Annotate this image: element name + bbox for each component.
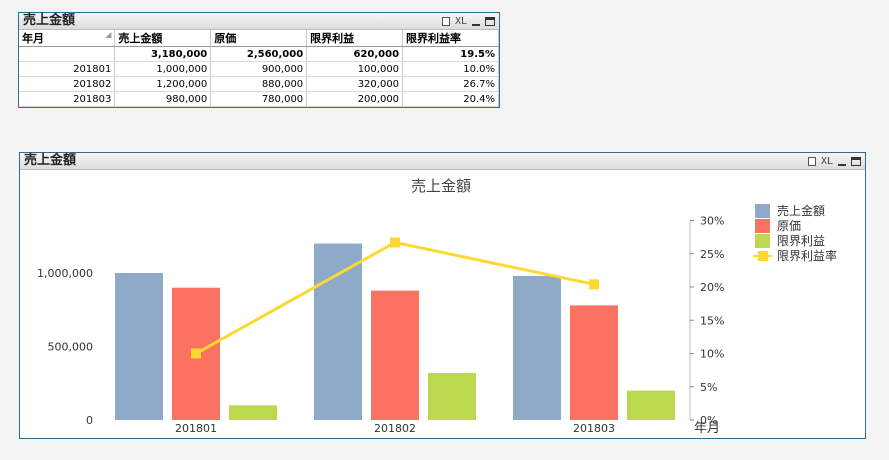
- table-caption-bar[interactable]: 売上金額 XL: [19, 13, 499, 30]
- export-xl-button[interactable]: XL: [820, 155, 833, 167]
- y-left-tick-label: 0: [86, 414, 93, 427]
- line-point: [589, 279, 599, 290]
- table-cell: 900,000: [210, 61, 308, 77]
- bar: [229, 405, 277, 420]
- table-cell: 780,000: [210, 91, 308, 107]
- chart-panel-title: 売上金額: [24, 153, 77, 168]
- legend-marker: [758, 251, 768, 261]
- legend-swatch: [755, 204, 770, 218]
- line-point: [390, 237, 400, 248]
- table-cell: 19.5%: [402, 46, 499, 62]
- chart-panel: 売上金額 XL 売上金額 0 500,000 1,000,000 0% 5% 10% 15% 2…: [19, 152, 866, 439]
- x-tick-label: 201801: [175, 422, 217, 435]
- table-cell: 26.7%: [402, 76, 499, 92]
- table-header-row: 年月 ◢ 売上金額 原価 限界利益 限界利益率: [19, 30, 499, 47]
- table-cell: 1,000,000: [114, 61, 212, 77]
- column-header-margin-rate[interactable]: 限界利益率: [402, 30, 499, 47]
- table-cell: [19, 46, 116, 62]
- table-cell: 100,000: [306, 61, 404, 77]
- sort-icon[interactable]: ◢: [105, 30, 112, 39]
- x-tick-label: 201802: [374, 422, 416, 435]
- table-total-row: 3,180,000 2,560,000 620,000 19.5%: [19, 46, 499, 62]
- table-cell: 20.4%: [402, 91, 499, 107]
- table-cell: 620,000: [306, 46, 404, 62]
- bar: [115, 273, 163, 420]
- bar: [570, 305, 618, 420]
- column-header-margin[interactable]: 限界利益: [306, 30, 404, 47]
- print-icon[interactable]: [807, 156, 816, 166]
- table-row[interactable]: 201801 1,000,000 900,000 100,000 10.0%: [19, 61, 499, 77]
- bar: [513, 275, 561, 420]
- table-cell: 880,000: [210, 76, 308, 92]
- y-left-tick-label: 500,000: [48, 341, 94, 354]
- table-cell: 320,000: [306, 76, 404, 92]
- minimize-icon[interactable]: [472, 24, 480, 26]
- table-cell[interactable]: 201803: [19, 91, 116, 107]
- data-table: 年月 ◢ 売上金額 原価 限界利益 限界利益率 3,180,000 2,560,0…: [19, 30, 499, 107]
- legend-swatch: [755, 219, 770, 233]
- column-header-cost[interactable]: 原価: [210, 30, 308, 47]
- chart-caption-bar[interactable]: 売上金額 XL: [20, 153, 865, 170]
- column-header-yearmonth[interactable]: 年月 ◢: [19, 30, 116, 47]
- bar: [627, 390, 675, 420]
- y-left-tick-label: 1,000,000: [37, 267, 93, 280]
- maximize-icon[interactable]: [851, 156, 861, 166]
- print-icon[interactable]: [441, 16, 450, 26]
- table-row[interactable]: 201802 1,200,000 880,000 320,000 26.7%: [19, 76, 499, 92]
- table-panel: 売上金額 XL 年月 ◢ 売上金額 原価 限界利益 限界利益率 3,180,000: [18, 12, 500, 108]
- table-cell[interactable]: 201801: [19, 61, 116, 77]
- y-right-tick-label: 15%: [700, 314, 724, 327]
- bar: [371, 290, 419, 420]
- column-header-sales[interactable]: 売上金額: [114, 30, 212, 47]
- legend-swatch: [755, 234, 770, 248]
- x-tick-label: 201803: [573, 422, 615, 435]
- bar: [428, 372, 476, 420]
- x-axis-label: 年月: [694, 421, 720, 436]
- combo-chart[interactable]: 売上金額 0 500,000 1,000,000 0% 5% 10% 15% 20% 25% 30%…: [20, 170, 865, 438]
- table-cell[interactable]: 201802: [19, 76, 116, 92]
- y-right-tick-label: 25%: [700, 248, 724, 261]
- y-right-tick-label: 5%: [700, 381, 717, 394]
- table-row[interactable]: 201803 980,000 780,000 200,000 20.4%: [19, 91, 499, 107]
- table-cell: 200,000: [306, 91, 404, 107]
- table-title: 売上金額: [23, 13, 76, 28]
- y-right-tick-label: 20%: [700, 281, 724, 294]
- table-cell: 980,000: [114, 91, 212, 107]
- minimize-icon[interactable]: [838, 164, 846, 166]
- maximize-icon[interactable]: [485, 16, 495, 26]
- y-right-tick-label: 10%: [700, 348, 724, 361]
- chart-title: 売上金額: [411, 177, 471, 195]
- table-cell: 1,200,000: [114, 76, 212, 92]
- legend-label: 原価: [777, 219, 801, 233]
- legend-label: 売上金額: [777, 203, 825, 218]
- bar: [314, 243, 362, 420]
- legend-label: 限界利益: [777, 234, 825, 248]
- y-right-tick-label: 0%: [700, 414, 717, 427]
- table-cell: 3,180,000: [114, 46, 212, 62]
- y-right-tick-label: 30%: [700, 215, 724, 228]
- export-xl-button[interactable]: XL: [454, 15, 467, 27]
- legend-label: 限界利益率: [777, 248, 837, 263]
- table-cell: 2,560,000: [210, 46, 308, 62]
- line-point: [191, 348, 201, 359]
- table-cell: 10.0%: [402, 61, 499, 77]
